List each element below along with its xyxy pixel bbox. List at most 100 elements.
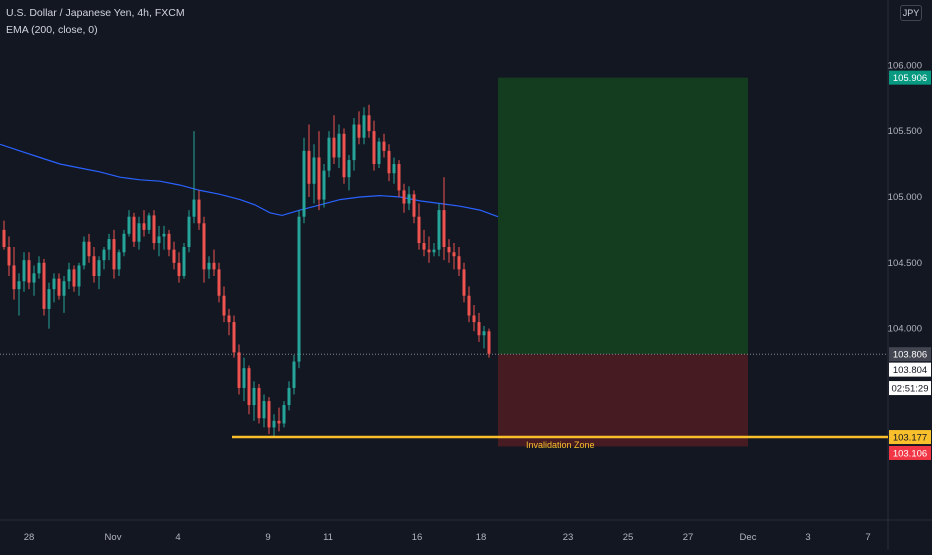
candle-body[interactable] xyxy=(192,199,196,217)
candle-body[interactable] xyxy=(27,260,31,283)
candle-body[interactable] xyxy=(267,401,271,428)
candle-body[interactable] xyxy=(182,247,186,276)
candle-body[interactable] xyxy=(67,269,71,282)
candle-body[interactable] xyxy=(392,164,396,174)
candle-body[interactable] xyxy=(202,223,206,270)
candle-body[interactable] xyxy=(362,115,366,138)
candle-body[interactable] xyxy=(2,229,6,248)
candle-body[interactable] xyxy=(187,216,191,248)
candle-body[interactable] xyxy=(257,387,261,419)
candle-body[interactable] xyxy=(217,269,221,296)
candle-body[interactable] xyxy=(332,137,336,158)
candle-body[interactable] xyxy=(7,247,11,266)
candle-body[interactable] xyxy=(482,331,486,336)
candle-body[interactable] xyxy=(312,157,316,184)
candle-body[interactable] xyxy=(412,194,416,217)
candle-body[interactable] xyxy=(92,256,96,276)
candle-body[interactable] xyxy=(17,281,21,290)
candle-body[interactable] xyxy=(37,262,41,274)
candle-body[interactable] xyxy=(227,315,231,323)
candle-body[interactable] xyxy=(142,223,146,230)
candle-body[interactable] xyxy=(242,368,246,388)
candle-body[interactable] xyxy=(237,352,241,388)
candle-body[interactable] xyxy=(322,170,326,200)
candle-body[interactable] xyxy=(197,199,201,224)
candle-body[interactable] xyxy=(132,216,136,242)
ema-200-line[interactable] xyxy=(0,143,499,218)
indicator-legend[interactable]: EMA (200, close, 0) xyxy=(6,24,98,36)
candle-body[interactable] xyxy=(137,223,141,242)
candle-body[interactable] xyxy=(252,387,256,406)
candle-body[interactable] xyxy=(77,265,81,287)
candle-body[interactable] xyxy=(22,260,26,282)
candle-body[interactable] xyxy=(352,124,356,161)
candle-body[interactable] xyxy=(337,133,341,158)
target-zone[interactable] xyxy=(498,77,748,355)
candle-body[interactable] xyxy=(397,164,401,191)
candle-body[interactable] xyxy=(12,265,16,290)
candle-body[interactable] xyxy=(477,322,481,336)
candle-body[interactable] xyxy=(42,262,46,309)
stop-zone[interactable] xyxy=(498,354,748,447)
candle-body[interactable] xyxy=(447,247,451,253)
candle-body[interactable] xyxy=(402,190,406,204)
candle-body[interactable] xyxy=(307,150,311,184)
candle-body[interactable] xyxy=(72,269,76,287)
candle-body[interactable] xyxy=(32,273,36,283)
candle-body[interactable] xyxy=(167,233,171,250)
candle-body[interactable] xyxy=(387,150,391,174)
candle-body[interactable] xyxy=(177,262,181,276)
candle-body[interactable] xyxy=(272,420,276,428)
candle-body[interactable] xyxy=(327,137,331,171)
candle-body[interactable] xyxy=(487,331,491,354)
candle-body[interactable] xyxy=(207,262,211,270)
candle-body[interactable] xyxy=(97,260,101,276)
candle-body[interactable] xyxy=(472,315,476,323)
candle-body[interactable] xyxy=(162,233,166,237)
candle-body[interactable] xyxy=(342,133,346,178)
candle-body[interactable] xyxy=(462,269,466,296)
candle-body[interactable] xyxy=(127,216,131,234)
candle-body[interactable] xyxy=(367,115,371,132)
candle-body[interactable] xyxy=(102,249,106,261)
candle-body[interactable] xyxy=(417,216,421,244)
candle-body[interactable] xyxy=(302,150,306,217)
currency-button[interactable]: JPY xyxy=(900,5,922,21)
candle-body[interactable] xyxy=(292,361,296,388)
candle-body[interactable] xyxy=(357,124,361,138)
candle-body[interactable] xyxy=(317,157,321,200)
candle-body[interactable] xyxy=(427,249,431,253)
candle-body[interactable] xyxy=(172,249,176,263)
candle-body[interactable] xyxy=(282,405,286,424)
candle-body[interactable] xyxy=(232,322,236,353)
candle-body[interactable] xyxy=(422,243,426,250)
candle-body[interactable] xyxy=(82,241,86,266)
candle-body[interactable] xyxy=(372,131,376,165)
candle-body[interactable] xyxy=(157,236,161,244)
candle-body[interactable] xyxy=(47,289,51,309)
candle-body[interactable] xyxy=(452,252,456,257)
candle-body[interactable] xyxy=(117,252,121,270)
candle-body[interactable] xyxy=(212,262,216,270)
candle-body[interactable] xyxy=(107,239,111,250)
candle-body[interactable] xyxy=(247,368,251,406)
candle-body[interactable] xyxy=(437,210,441,250)
candle-body[interactable] xyxy=(377,141,381,165)
candle-body[interactable] xyxy=(112,239,116,270)
candle-body[interactable] xyxy=(262,401,266,419)
candle-body[interactable] xyxy=(442,210,446,248)
candle-body[interactable] xyxy=(222,295,226,316)
candle-body[interactable] xyxy=(57,278,61,296)
candle-body[interactable] xyxy=(87,241,91,257)
candle-body[interactable] xyxy=(122,233,126,253)
candle-body[interactable] xyxy=(297,216,301,362)
candle-body[interactable] xyxy=(457,256,461,270)
candle-body[interactable] xyxy=(147,215,151,230)
candle-body[interactable] xyxy=(407,194,411,204)
candle-body[interactable] xyxy=(382,141,386,151)
candle-body[interactable] xyxy=(52,278,56,290)
candle-body[interactable] xyxy=(432,249,436,253)
candle-body[interactable] xyxy=(287,387,291,406)
